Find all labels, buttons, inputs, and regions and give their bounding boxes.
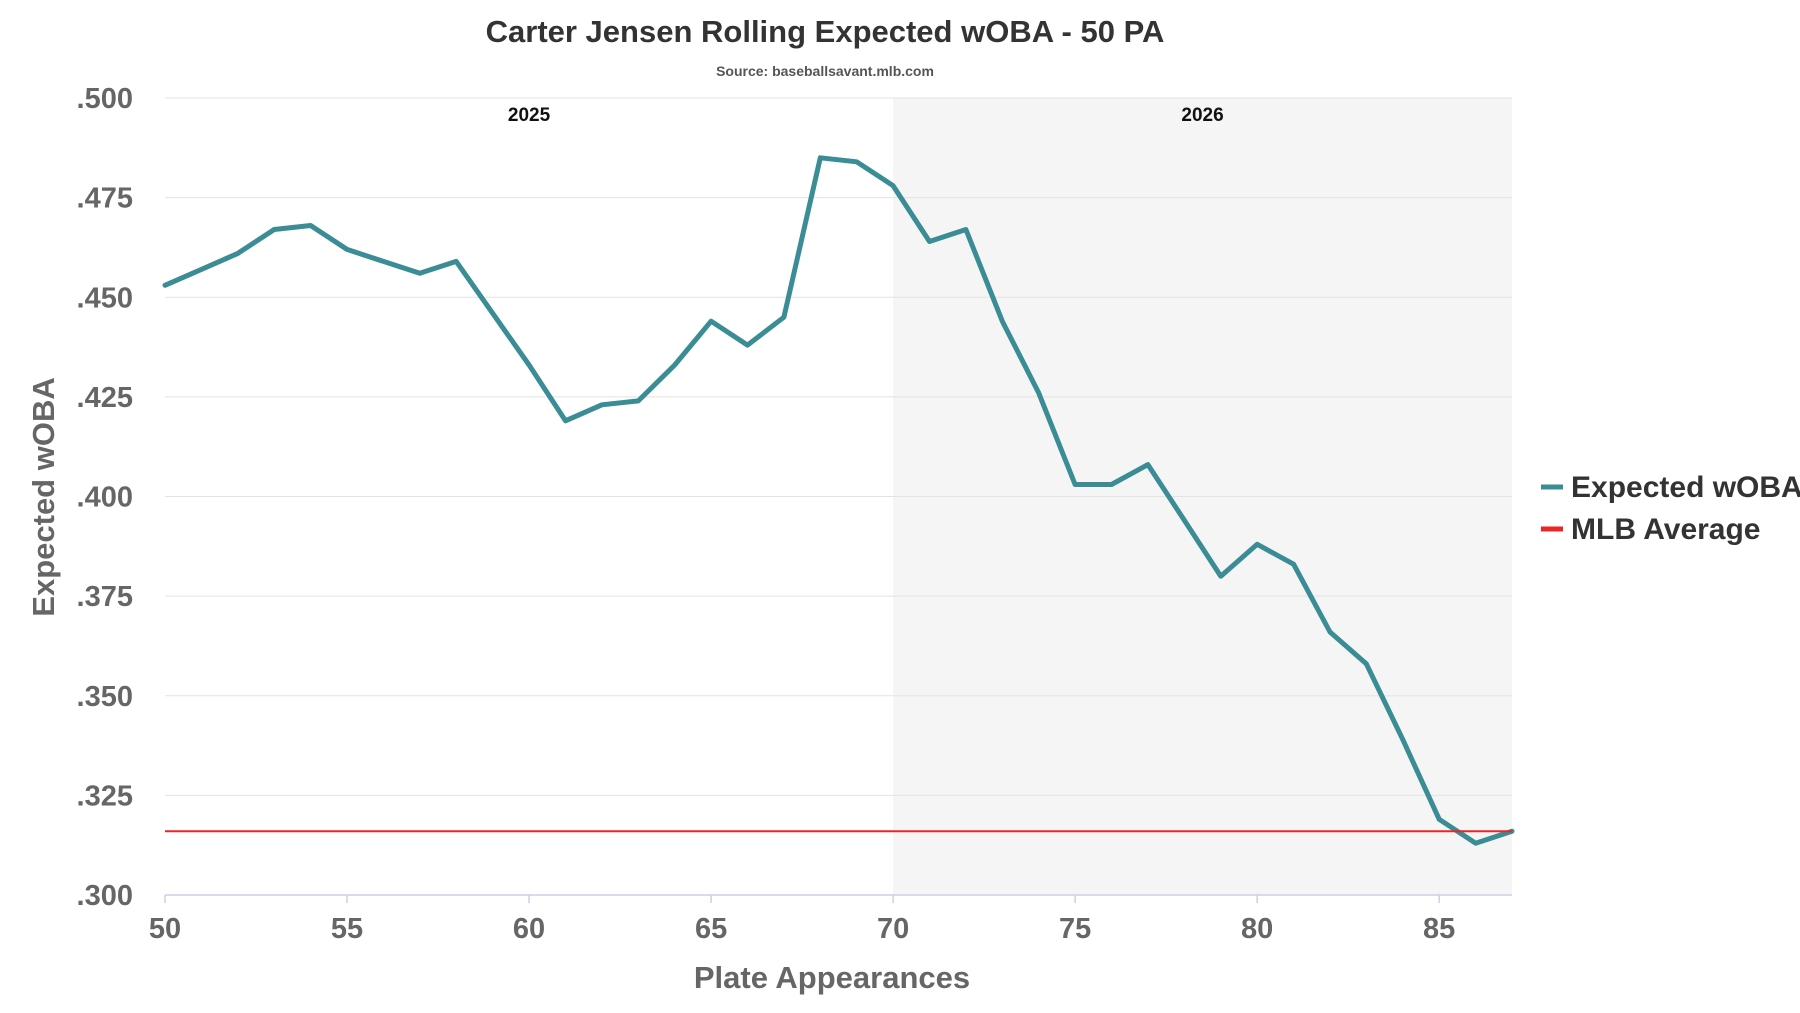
expected-woba-point[interactable] [744,342,750,348]
expected-woba-point[interactable] [1400,737,1406,743]
expected-woba-point[interactable] [271,227,277,233]
expected-woba-point[interactable] [417,270,423,276]
expected-woba-point[interactable] [963,227,969,233]
expected-woba-point[interactable] [817,155,823,161]
expected-woba-point[interactable] [490,310,496,316]
expected-woba-point[interactable] [999,318,1005,324]
expected-woba-point[interactable] [235,250,241,256]
y-tick-label: .425 [77,382,133,414]
expected-woba-point[interactable] [1072,482,1078,488]
expected-woba-point[interactable] [1145,462,1151,468]
expected-woba-point[interactable] [453,258,459,264]
expected-woba-point[interactable] [308,223,314,229]
expected-woba-point[interactable] [1218,573,1224,579]
legend-label-expected-woba: Expected wOBA [1571,471,1800,504]
chart-subtitle: Source: baseballsavant.mlb.com [716,63,934,79]
expected-woba-point[interactable] [344,246,350,252]
expected-woba-point[interactable] [1254,541,1260,547]
x-tick-label: 55 [331,913,363,945]
x-axis-title: Plate Appearances [694,960,970,995]
expected-woba-point[interactable] [526,362,532,368]
expected-woba-point[interactable] [1327,629,1333,635]
expected-woba-point[interactable] [1363,661,1369,667]
expected-woba-point[interactable] [635,398,641,404]
legend-label-mlb-average: MLB Average [1571,513,1761,546]
expected-woba-line [162,155,1515,846]
season-label-2025: 2025 [508,105,551,126]
expected-woba-point[interactable] [1473,840,1479,846]
x-tick-label: 50 [149,913,181,945]
expected-woba-point[interactable] [162,282,168,288]
gridlines [165,97,1512,796]
expected-woba-point[interactable] [672,362,678,368]
expected-woba-point[interactable] [1181,517,1187,523]
y-tick-label: .475 [77,183,133,215]
legend-item-expected-woba[interactable]: Expected wOBA [1541,471,1800,504]
season-label-2026: 2026 [1181,105,1223,126]
expected-woba-point[interactable] [1109,482,1115,488]
expected-woba-point[interactable] [1291,561,1297,567]
y-tick-label: .350 [77,681,133,713]
axes: .300 .325 .350 .375 .400 .425 .450 .475 .500 50 55… [77,83,1512,945]
expected-woba-point[interactable] [599,402,605,408]
expected-woba-point[interactable] [380,258,386,264]
expected-woba-point[interactable] [854,159,860,165]
expected-woba-point[interactable] [890,183,896,189]
y-tick-label: .500 [77,83,133,115]
expected-woba-point[interactable] [927,238,933,244]
y-tick-label: .400 [77,482,133,514]
y-axis-title: Expected wOBA [26,377,61,616]
x-tick-label: 60 [513,913,545,945]
x-tick-label: 65 [695,913,727,945]
expected-woba-point[interactable] [1436,816,1442,822]
y-tick-label: .450 [77,282,133,314]
y-tick-label: .325 [77,780,133,812]
x-tick-label: 80 [1241,913,1273,945]
legend: Expected wOBA MLB Average [1541,471,1800,546]
expected-woba-point[interactable] [708,318,714,324]
y-tick-label: .300 [77,880,133,912]
x-tick-label: 75 [1059,913,1091,945]
expected-woba-point[interactable] [562,418,568,424]
expected-woba-point[interactable] [198,266,204,272]
expected-woba-point[interactable] [781,314,787,320]
y-tick-label: .375 [77,581,133,613]
series-layer [162,155,1515,846]
legend-item-mlb-average[interactable]: MLB Average [1541,513,1761,546]
expected-woba-point[interactable] [1036,390,1042,396]
x-tick-label: 85 [1423,913,1455,945]
x-tick-label: 70 [877,913,909,945]
chart-title: Carter Jensen Rolling Expected wOBA - 50… [486,14,1165,49]
